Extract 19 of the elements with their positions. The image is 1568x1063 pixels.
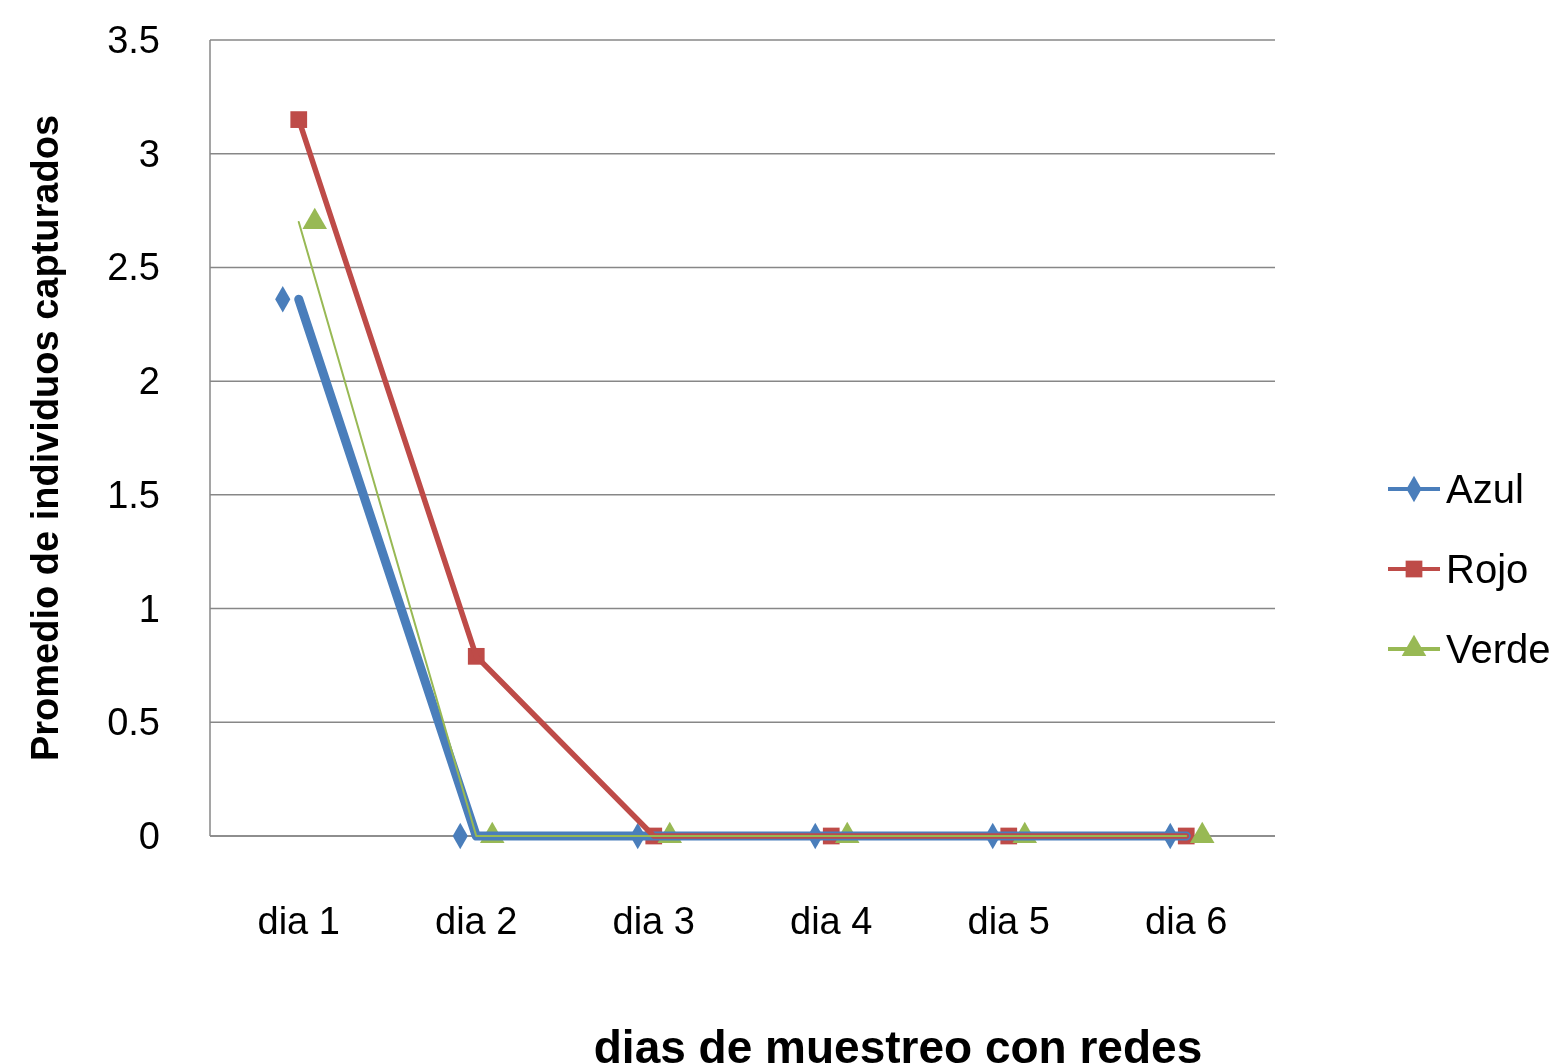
y-tick-label: 0 — [138, 815, 160, 857]
x-tick-label: dia 6 — [1145, 900, 1228, 942]
legend-label: Verde — [1446, 627, 1551, 671]
x-tick-label: dia 4 — [790, 900, 873, 942]
y-tick-label: 2 — [138, 360, 160, 403]
legend-label: Azul — [1446, 467, 1524, 511]
x-tick-label: dia 1 — [257, 900, 340, 942]
y-tick-label: 3.5 — [107, 19, 160, 61]
y-tick-label: 1.5 — [107, 473, 160, 516]
x-axis-title: dias de muestreo con redes — [593, 1021, 1203, 1063]
y-tick-label: 3 — [138, 132, 160, 175]
x-tick-label: dia 3 — [612, 900, 695, 942]
legend-label: Rojo — [1446, 547, 1529, 591]
y-axis-title: Promedio de individuos capturados — [24, 114, 66, 762]
y-tick-label: 0.5 — [107, 701, 160, 744]
y-tick-label: 1 — [138, 587, 160, 630]
y-tick-label: 2.5 — [107, 246, 160, 289]
x-tick-label: dia 5 — [967, 900, 1050, 942]
x-tick-label: dia 2 — [435, 900, 518, 942]
